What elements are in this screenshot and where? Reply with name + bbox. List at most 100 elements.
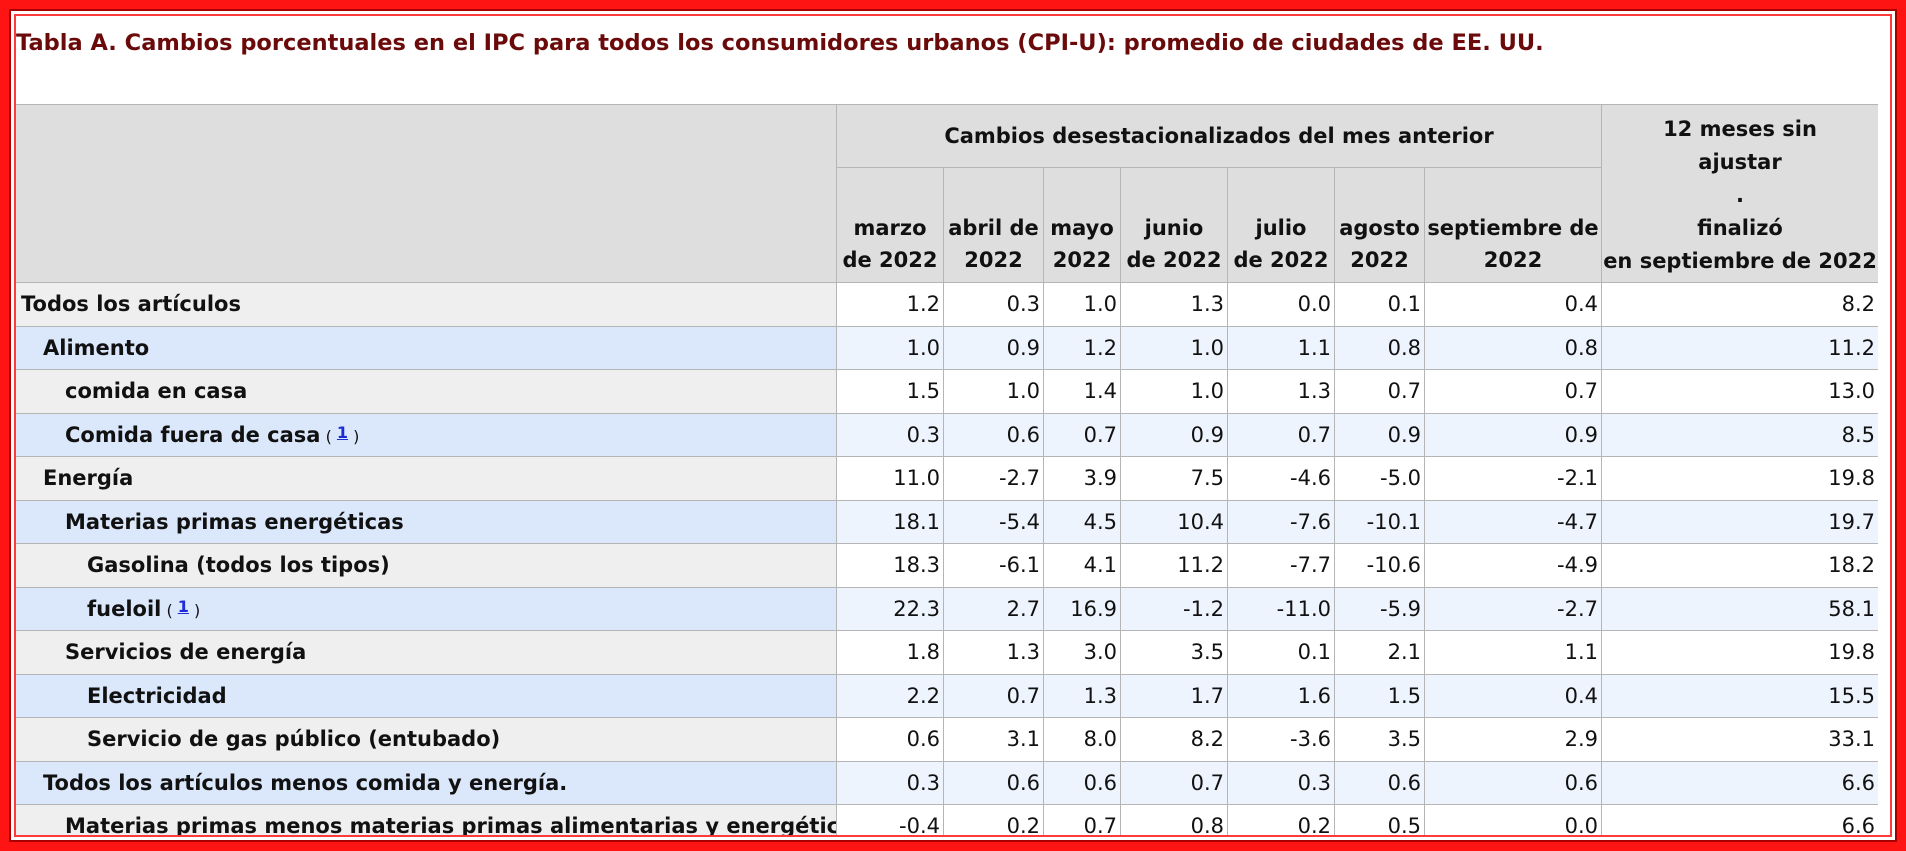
table-title: Tabla A. Cambios porcentuales en el IPC … [16,30,1544,56]
row-value: 1.3 [1120,282,1228,327]
row-value: 8.2 [1601,282,1878,327]
row-value: 0.5 [1334,804,1425,849]
row-value: 1.0 [1120,325,1228,370]
row-value: 3.9 [1043,456,1121,501]
row-value: 1.8 [836,630,944,675]
row-value: -5.0 [1334,456,1425,501]
row-value: 0.8 [1424,325,1602,370]
table-row: fueloil ( 1 ) 22.3 2.7 16.9 -1.2 -11.0 -5.9 -2.… [14,586,1878,631]
row-value: 2.2 [836,673,944,718]
footnote-link[interactable]: 1 [177,596,189,616]
row-label-text: Gasolina (todos los tipos) [87,553,390,578]
row-label: Todos los artículos [14,282,837,327]
row-value: 10.4 [1120,499,1228,544]
row-value: -7.7 [1227,543,1335,588]
header-month: mayo 2022 [1043,167,1121,283]
row-value: 11.0 [836,456,944,501]
row-value: 1.5 [836,369,944,414]
row-value: 0.0 [1227,282,1335,327]
table-body: Todos los artículos 1.2 0.3 1.0 1.3 0.0 0.1 0.4… [14,282,1878,849]
row-value: 1.0 [1043,282,1121,327]
footnote-ref: ( 1 ) [320,422,360,446]
row-value: 0.7 [1043,804,1121,849]
row-value: 22.3 [836,586,944,631]
row-value: -6.1 [943,543,1044,588]
row-value: 18.2 [1601,543,1878,588]
row-value: 3.1 [943,717,1044,762]
row-value: -4.7 [1424,499,1602,544]
row-label: Comida fuera de casa ( 1 ) [14,412,837,457]
row-value: 1.3 [943,630,1044,675]
row-value: 3.5 [1334,717,1425,762]
row-value: 1.5 [1334,673,1425,718]
row-value: 1.1 [1424,630,1602,675]
footnote-link[interactable]: 1 [336,422,349,442]
row-value: 11.2 [1601,325,1878,370]
row-value: 8.0 [1043,717,1121,762]
row-label-text: comida en casa [65,379,248,404]
row-value: 13.0 [1601,369,1878,414]
row-value: 2.7 [943,586,1044,631]
header-month: marzo de 2022 [836,167,944,283]
table-row: comida en casa 1.5 1.0 1.4 1.0 1.3 0.7 0.7 13.0 [14,369,1878,414]
header-row-group: Cambios desestacionalizados del mes ante… [14,104,1878,283]
row-value: -10.6 [1334,543,1425,588]
row-label-text: Materias primas energéticas [65,509,404,534]
row-value: 0.6 [1424,760,1602,805]
row-value: 8.2 [1120,717,1228,762]
row-value: 0.6 [1334,760,1425,805]
row-label: Servicio de gas público (entubado) [14,717,837,762]
header-month: junio de 2022 [1120,167,1228,283]
header-annual-line: . [1736,183,1744,207]
row-value: 1.3 [1043,673,1121,718]
row-value: -3.6 [1227,717,1335,762]
row-value: 0.9 [1334,412,1425,457]
row-value: 18.3 [836,543,944,588]
header-month-line: de 2022 [842,248,938,272]
row-value: 16.9 [1043,586,1121,631]
row-label: Electricidad [14,673,837,718]
row-value: 0.3 [836,760,944,805]
row-value: 0.9 [1120,412,1228,457]
header-annual-line: ajustar [1698,150,1782,174]
row-value: 1.7 [1120,673,1228,718]
header-month: julio de 2022 [1227,167,1335,283]
row-label: Alimento [14,325,837,370]
row-value: 0.7 [1424,369,1602,414]
row-value: 1.6 [1227,673,1335,718]
row-label-text: Materias primas menos materias primas al… [65,814,837,839]
table-row: Materias primas energéticas 18.1 -5.4 4.5 10… [14,499,1878,544]
header-corner [14,104,837,283]
row-value: 15.5 [1601,673,1878,718]
row-value: 0.9 [943,325,1044,370]
row-value: 1.2 [836,282,944,327]
row-label: Materias primas energéticas [14,499,837,544]
header-annual-line: finalizó [1697,216,1783,240]
header-month-line: septiembre de [1427,216,1599,240]
row-value: 0.1 [1227,630,1335,675]
row-value: 0.1 [1334,282,1425,327]
row-label-text: Servicios de energía [65,640,307,665]
row-value: 0.0 [1424,804,1602,849]
row-value: -2.7 [943,456,1044,501]
row-label-text: Alimento [43,335,150,360]
row-value: 0.2 [943,804,1044,849]
header-month-line: 2022 [964,248,1023,272]
row-value: -4.9 [1424,543,1602,588]
row-value: -5.9 [1334,586,1425,631]
row-value: -4.6 [1227,456,1335,501]
row-value: 2.1 [1334,630,1425,675]
row-value: 0.6 [943,760,1044,805]
row-value: 1.1 [1227,325,1335,370]
row-label-text: Energía [43,466,134,491]
row-value: 2.9 [1424,717,1602,762]
table-row: Todos los artículos menos comida y energ… [14,760,1878,805]
row-value: 0.7 [1334,369,1425,414]
header-month: agosto 2022 [1334,167,1425,283]
header-month-line: agosto [1339,216,1420,240]
row-value: 1.3 [1227,369,1335,414]
header-month-line: de 2022 [1233,248,1329,272]
header-month-line: 2022 [1350,248,1409,272]
header-annual-line: 12 meses sin [1663,117,1817,141]
row-label-text: Comida fuera de casa [65,422,321,447]
